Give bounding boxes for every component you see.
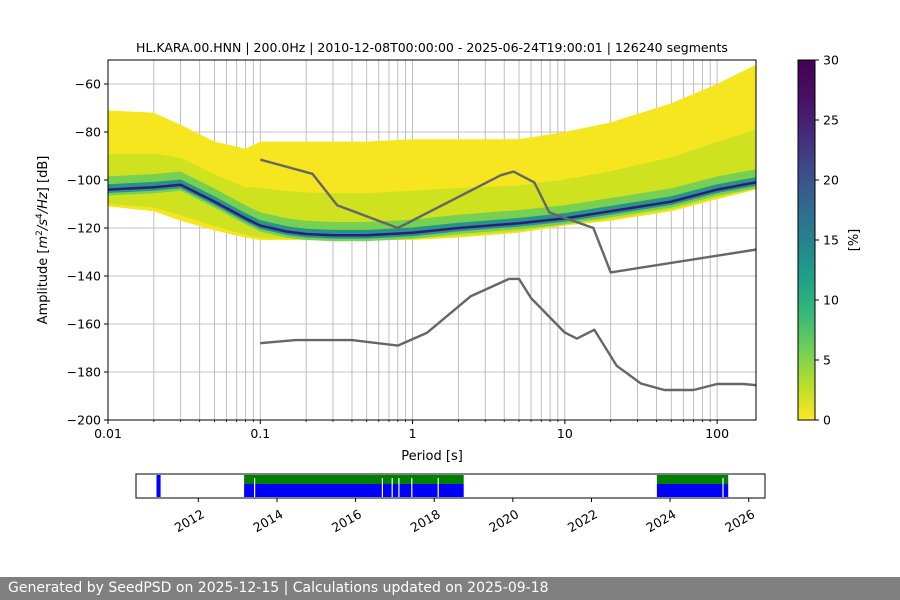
timeline-tick-label: 2026 bbox=[722, 506, 757, 535]
timeline-tick-label: 2018 bbox=[408, 506, 443, 535]
y-label-unit-hz: Hz bbox=[36, 191, 51, 209]
timeline-tick-label: 2020 bbox=[486, 506, 521, 535]
noise-model-line-high bbox=[259, 158, 756, 274]
colorbar-tick-label: 0 bbox=[823, 413, 831, 428]
availability-gap bbox=[722, 478, 724, 497]
y-label-unit-s: s bbox=[36, 219, 51, 226]
availability-timeline: 2012 2014 2016 2018 2020 2022 2024 2026 bbox=[135, 473, 766, 535]
psd-plot: HL.KARA.00.HNN | 200.0Hz | 2010-12-08T00… bbox=[35, 40, 757, 464]
availability-gap bbox=[381, 478, 383, 497]
availability-bar bbox=[244, 484, 464, 497]
y-label-slash: / bbox=[36, 224, 51, 231]
timeline-frame bbox=[135, 473, 766, 499]
y-label-unit-m: m bbox=[36, 236, 51, 249]
x-axis-ticks: 0.01 0.1 1 10 100 bbox=[94, 420, 729, 441]
availability-gap bbox=[391, 478, 393, 497]
colorbar-ticks: 0 5 10 15 20 25 30 bbox=[815, 53, 839, 428]
plot-frame bbox=[107, 59, 757, 421]
timeline-tick-label: 2024 bbox=[644, 506, 679, 535]
colorbar-scale bbox=[797, 59, 816, 421]
availability-bar bbox=[656, 484, 729, 497]
y-label-part: Amplitude [ bbox=[36, 249, 51, 325]
timeline-bars bbox=[156, 475, 729, 497]
x-tick-label: 1 bbox=[409, 426, 417, 441]
y-tick-label: −200 bbox=[67, 413, 101, 428]
y-label-exp-2: 2 bbox=[35, 230, 45, 236]
y-label-unit-db: ] [dB] bbox=[36, 156, 51, 193]
y-tick-label: −120 bbox=[67, 221, 101, 236]
density-band-inner bbox=[108, 177, 756, 239]
timeline-tick-label: 2016 bbox=[329, 506, 364, 535]
y-label-exp-4: 4 bbox=[35, 213, 45, 219]
psd-figure: HL.KARA.00.HNN | 200.0Hz | 2010-12-08T00… bbox=[35, 40, 862, 535]
colorbar-label: [%] bbox=[847, 229, 862, 252]
x-tick-label: 0.01 bbox=[94, 426, 122, 441]
chart-title: HL.KARA.00.HNN | 200.0Hz | 2010-12-08T00… bbox=[136, 40, 728, 55]
y-tick-label: −60 bbox=[75, 77, 101, 92]
density-mode-line bbox=[108, 181, 756, 237]
availability-gap bbox=[254, 478, 256, 497]
y-tick-label: −160 bbox=[67, 317, 101, 332]
noise-model-layer bbox=[259, 158, 756, 392]
y-tick-label: −80 bbox=[75, 125, 101, 140]
x-tick-label: 100 bbox=[705, 426, 729, 441]
y-axis-ticks: −60 −80 −100 −120 −140 −160 −180 −200 bbox=[67, 77, 108, 428]
colorbar-tick-label: 25 bbox=[823, 113, 839, 128]
y-tick-label: −180 bbox=[67, 365, 101, 380]
availability-gap bbox=[437, 478, 439, 497]
colorbar-tick-label: 20 bbox=[823, 173, 839, 188]
y-axis-label: Amplitude [m2/s4/Hz] [dB] bbox=[35, 156, 51, 325]
colorbar: 0 5 10 15 20 25 30 [%] bbox=[797, 53, 862, 428]
x-tick-label: 0.1 bbox=[250, 426, 270, 441]
colorbar-tick-label: 10 bbox=[823, 293, 839, 308]
y-tick-label: −140 bbox=[67, 269, 101, 284]
availability-bar bbox=[156, 475, 161, 497]
colorbar-tick-label: 30 bbox=[823, 53, 839, 68]
timeline-tick-label: 2012 bbox=[172, 506, 207, 535]
availability-gap bbox=[398, 478, 400, 497]
availability-bar bbox=[656, 475, 729, 484]
colorbar-tick-label: 15 bbox=[823, 233, 839, 248]
y-label-slash-2: / bbox=[36, 207, 51, 214]
noise-model-line-low bbox=[260, 277, 756, 392]
timeline-tick-label: 2014 bbox=[250, 506, 285, 535]
x-tick-label: 10 bbox=[557, 426, 573, 441]
colorbar-tick-label: 5 bbox=[823, 353, 831, 368]
footer-credit: Generated by SeedPSD on 2025-12-15 | Cal… bbox=[0, 577, 900, 600]
x-axis-label: Period [s] bbox=[401, 449, 463, 464]
availability-gap bbox=[411, 478, 413, 497]
density-layer bbox=[108, 64, 756, 242]
availability-bar bbox=[244, 475, 464, 484]
timeline-tick-label: 2022 bbox=[565, 506, 600, 535]
y-tick-label: −100 bbox=[67, 173, 101, 188]
timeline-ticks: 2012 2014 2016 2018 2020 2022 2024 2026 bbox=[172, 498, 757, 535]
